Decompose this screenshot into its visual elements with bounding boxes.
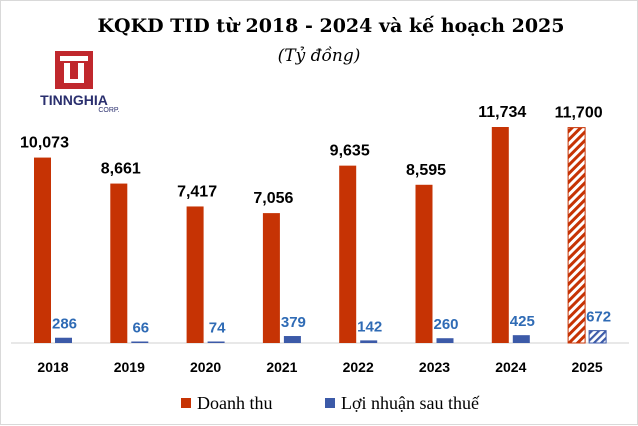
bar-revenue-2022 xyxy=(339,165,357,343)
logo-mark-right-stem xyxy=(78,63,84,83)
data-label-revenue-2018: 10,073 xyxy=(20,135,69,152)
bar-revenue-2019 xyxy=(110,183,128,343)
bar-revenue-2018 xyxy=(34,157,51,343)
x-tick-label-2018: 2018 xyxy=(37,359,68,375)
x-tick-label-2020: 2020 xyxy=(190,359,221,375)
x-tick-label-2019: 2019 xyxy=(114,359,145,375)
legend-swatch-loi-nhuan xyxy=(325,398,335,408)
legend-label-doanh-thu: Doanh thu xyxy=(197,393,273,413)
data-label-profit-2024: 425 xyxy=(510,313,535,330)
bar-revenue-2023 xyxy=(415,184,433,343)
data-label-revenue-2022: 9,635 xyxy=(330,143,370,160)
data-label-profit-2021: 379 xyxy=(281,314,306,331)
x-tick-label-2023: 2023 xyxy=(419,359,450,375)
data-label-profit-2018: 286 xyxy=(52,316,77,333)
data-label-revenue-2019: 8,661 xyxy=(101,161,141,178)
data-label-profit-2025: 672 xyxy=(586,309,611,326)
chart-subtitle: (Tỷ đồng) xyxy=(278,46,361,66)
chart-title: KQKD TID từ 2018 - 2024 và kế hoạch 2025 xyxy=(98,15,565,37)
bar-profit-2022 xyxy=(360,340,378,343)
bar-profit-2020 xyxy=(207,341,225,343)
x-tick-label-2022: 2022 xyxy=(343,359,374,375)
bar-revenue-2021 xyxy=(262,213,280,343)
data-label-profit-2023: 260 xyxy=(433,316,458,333)
x-tick-label-2024: 2024 xyxy=(495,359,526,375)
data-label-profit-2019: 66 xyxy=(132,320,149,337)
x-tick-label-2021: 2021 xyxy=(266,359,297,375)
legend-swatch-doanh-thu xyxy=(181,398,191,408)
bar-profit-2025 xyxy=(588,330,607,344)
bar-revenue-2025 xyxy=(567,127,586,344)
data-label-profit-2022: 142 xyxy=(357,318,382,335)
logo-mark-base xyxy=(64,79,84,83)
data-label-profit-2020: 74 xyxy=(209,320,226,337)
legend: Doanh thu Lợi nhuận sau thuế xyxy=(181,393,480,413)
data-label-revenue-2020: 7,417 xyxy=(177,183,217,200)
logo-mark-bar xyxy=(60,56,88,61)
company-logo: TINNGHIA CORP. xyxy=(40,51,120,114)
bar-profit-2018 xyxy=(55,337,72,343)
bars-group xyxy=(34,127,607,344)
x-tick-label-2025: 2025 xyxy=(572,359,603,375)
logo-wordmark: TINNGHIA xyxy=(40,92,108,108)
bar-profit-2021 xyxy=(283,336,301,343)
bar-profit-2024 xyxy=(512,335,530,343)
bar-profit-2023 xyxy=(436,338,454,343)
data-label-revenue-2021: 7,056 xyxy=(253,190,293,207)
logo-corp-suffix: CORP. xyxy=(98,107,119,114)
legend-label-loi-nhuan: Lợi nhuận sau thuế xyxy=(341,393,480,413)
data-label-revenue-2025: 11,700 xyxy=(555,105,603,122)
logo-mark-left-stem xyxy=(64,63,70,83)
bar-revenue-2020 xyxy=(186,206,204,343)
labels-group: 10,073 286 2018 8,661 66 2019 7,417 74 2020 7,056… xyxy=(20,104,611,375)
data-label-revenue-2023: 8,595 xyxy=(406,162,446,179)
bar-profit-2019 xyxy=(131,341,149,343)
bar-revenue-2024 xyxy=(491,127,509,343)
data-label-revenue-2024: 11,734 xyxy=(478,104,526,121)
